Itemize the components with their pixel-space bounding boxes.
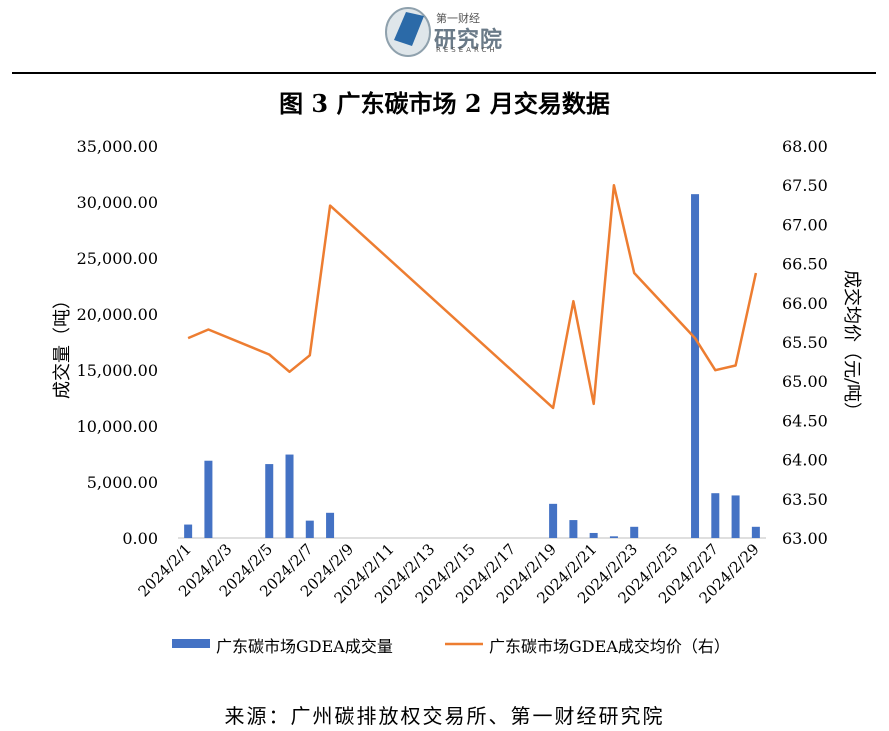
volume-bar [630, 526, 639, 538]
logo-subtitle: 第一财经 [436, 12, 480, 25]
y-right-tick-label: 68.00 [782, 137, 828, 156]
y-left-axis-title: 成交量（吨） [52, 291, 73, 399]
legend-bar-label: 广东碳市场GDEA成交量 [216, 637, 393, 656]
y-right-tick-label: 63.00 [782, 529, 828, 548]
y-left-tick-label: 25,000.00 [77, 249, 158, 268]
volume-bar [285, 454, 294, 538]
legend-line-label: 广东碳市场GDEA成交均价（右） [489, 637, 730, 656]
y-right-tick-label: 66.00 [782, 294, 828, 313]
volume-bar [569, 520, 578, 538]
y-right-tick-label: 65.00 [782, 372, 828, 391]
y-right-tick-label: 64.50 [782, 411, 828, 430]
volume-bar [751, 526, 760, 538]
y-right-tick-label: 67.50 [782, 176, 828, 195]
y-right-tick-label: 67.00 [782, 215, 828, 234]
y-left-tick-label: 10,000.00 [77, 417, 158, 436]
logo-english: RESEARCH [436, 46, 498, 54]
legend-bar-swatch [172, 639, 210, 648]
volume-bar [204, 460, 213, 538]
volume-bar [589, 532, 598, 538]
volume-bar [549, 503, 558, 538]
volume-bar [265, 464, 274, 538]
source-note: 来源：广州碳排放权交易所、第一财经研究院 [224, 704, 665, 728]
y-left-tick-label: 20,000.00 [77, 305, 158, 324]
y-right-tick-label: 65.50 [782, 333, 828, 352]
volume-bar [305, 520, 314, 538]
y-right-tick-label: 66.50 [782, 255, 828, 274]
publisher-logo [385, 7, 431, 57]
header-divider [12, 72, 876, 74]
chart-title: 图 3 广东碳市场 2 月交易数据 [279, 89, 610, 118]
logo-name: 研究院 [434, 28, 504, 53]
y-left-tick-label: 5,000.00 [87, 473, 158, 492]
volume-bar [609, 536, 618, 538]
y-left-tick-label: 15,000.00 [77, 361, 158, 380]
logo-book-icon [394, 12, 424, 46]
y-right-axis-title: 成交均价（元/吨） [841, 270, 862, 420]
y-left-tick-label: 35,000.00 [77, 137, 158, 156]
y-left-tick-label: 30,000.00 [77, 193, 158, 212]
volume-bar [691, 194, 700, 538]
y-left-tick-label: 0.00 [122, 529, 158, 548]
y-right-tick-label: 64.00 [782, 451, 828, 470]
volume-bar [184, 524, 193, 538]
y-right-tick-label: 63.50 [782, 490, 828, 509]
volume-bar [326, 512, 335, 538]
volume-bar [731, 495, 740, 538]
avg-price-line [187, 183, 758, 410]
volume-bar [711, 493, 720, 538]
